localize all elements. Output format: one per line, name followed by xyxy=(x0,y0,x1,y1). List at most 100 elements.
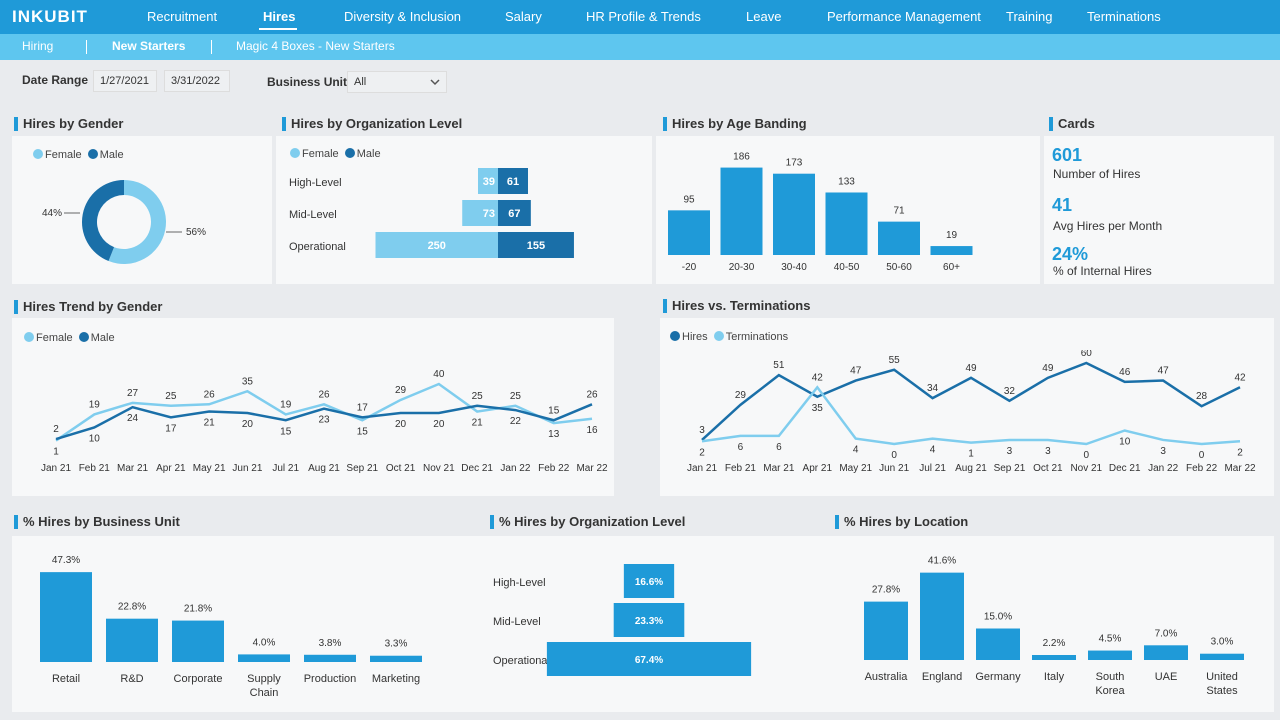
bar-value: 41.6% xyxy=(928,556,956,567)
bar xyxy=(864,601,908,660)
bar xyxy=(304,654,356,662)
legend-dot xyxy=(24,332,34,342)
bar-category: UAE xyxy=(1155,671,1178,683)
data-label-hires: 47 xyxy=(1158,366,1170,377)
data-label-hires: 42 xyxy=(1234,372,1246,383)
data-label-male: 26 xyxy=(586,389,598,400)
org-level-chart: High-Level 39 61 Mid-Level 73 67 Operational 25… xyxy=(289,168,574,258)
age-value: 19 xyxy=(946,230,958,241)
data-label-terminations: 2 xyxy=(699,447,705,458)
card-avg-label: Avg Hires per Month xyxy=(1053,219,1163,233)
subnav-new-starters[interactable]: New Starters xyxy=(112,39,186,53)
data-label-female: 27 xyxy=(127,388,139,399)
x-tick-label: Jan 21 xyxy=(41,463,71,474)
data-label-hires: 55 xyxy=(889,355,901,366)
date-range-label: Date Range xyxy=(22,73,89,87)
bar xyxy=(172,620,224,662)
data-label-male: 22 xyxy=(510,416,522,427)
age-bar xyxy=(668,210,710,255)
x-tick-label: Mar 21 xyxy=(763,463,795,474)
bar-category: Supply xyxy=(247,673,281,685)
bar-value: 15.0% xyxy=(984,612,1012,623)
nav-hires[interactable]: Hires xyxy=(263,9,296,24)
bar xyxy=(1088,650,1132,660)
data-label-terminations: 6 xyxy=(776,442,782,453)
bar-value: 4.5% xyxy=(1099,634,1122,645)
nav-recruitment[interactable]: Recruitment xyxy=(147,9,218,24)
nav-salary[interactable]: Salary xyxy=(505,9,542,24)
bar-category: Korea xyxy=(1095,685,1125,697)
legend-female: Female xyxy=(302,148,339,160)
bar-value: 47.3% xyxy=(52,555,80,566)
org-pct-bar xyxy=(613,603,685,637)
vs-legend: Hires Terminations xyxy=(670,331,788,343)
bar xyxy=(1200,653,1244,660)
data-label-female: 25 xyxy=(165,391,177,402)
org-level-title: Hires by Organization Level xyxy=(282,117,462,131)
sub-nav: Hiring New Starters Magic 4 Boxes - New … xyxy=(0,34,1280,60)
legend-dot xyxy=(713,331,724,341)
bar-category: Chain xyxy=(250,687,279,699)
data-label-terminations: 4 xyxy=(930,445,936,456)
org-pct-title: % Hires by Organization Level xyxy=(490,515,685,529)
x-tick-label: Jan 22 xyxy=(500,463,530,474)
age-category: 20-30 xyxy=(729,262,755,273)
vs-panel xyxy=(660,318,1274,496)
x-tick-label: Oct 21 xyxy=(1033,463,1063,474)
bar-value: 21.8% xyxy=(184,604,212,615)
legend-male: Male xyxy=(99,149,124,161)
card-hires-value: 601 xyxy=(1052,145,1083,165)
org-pct-value: 16.6% xyxy=(635,577,663,588)
data-label-female: 19 xyxy=(280,399,292,410)
trend-title: Hires Trend by Gender xyxy=(14,300,162,314)
org-female-value: 39 xyxy=(483,176,495,188)
x-tick-label: Mar 22 xyxy=(576,463,608,474)
data-label-female: 15 xyxy=(357,426,369,437)
data-label-female: 19 xyxy=(89,399,101,410)
subnav-magic-4-boxes[interactable]: Magic 4 Boxes - New Starters xyxy=(236,39,395,53)
nav-terminations[interactable]: Terminations xyxy=(1087,9,1161,24)
data-label-hires: 49 xyxy=(965,363,977,374)
data-label-male: 23 xyxy=(318,415,330,426)
age-value: 133 xyxy=(838,176,855,187)
bar xyxy=(1032,655,1076,660)
data-label-male: 15 xyxy=(280,426,292,437)
data-label-female: 1 xyxy=(53,447,59,458)
x-tick-label: May 21 xyxy=(839,463,872,474)
data-label-hires: 3 xyxy=(699,425,705,436)
org-level-label: High-Level xyxy=(289,177,342,189)
date-to-input[interactable]: 3/31/2022 xyxy=(164,70,230,92)
donut-slice-male xyxy=(81,180,124,262)
donut-label-female: 56% xyxy=(186,227,206,238)
location-title: % Hires by Location xyxy=(835,515,968,529)
date-from-input[interactable]: 1/27/2021 xyxy=(93,70,157,92)
subnav-divider xyxy=(86,40,87,54)
bar-value: 3.3% xyxy=(385,639,408,650)
data-label-female: 25 xyxy=(510,391,522,402)
filter-bar: Date Range 1/27/2021 3/31/2022 Business … xyxy=(0,60,1280,104)
data-label-hires: 32 xyxy=(1004,386,1016,397)
age-title: Hires by Age Banding xyxy=(663,117,807,131)
data-label-hires: 51 xyxy=(773,360,785,371)
x-tick-label: Feb 21 xyxy=(79,463,111,474)
data-label-terminations: 4 xyxy=(853,445,859,456)
org-level-label: Mid-Level xyxy=(289,209,337,221)
legend-dot xyxy=(670,331,680,341)
data-label-male: 17 xyxy=(165,423,177,434)
data-label-female: 13 xyxy=(548,429,560,440)
data-label-male: 25 xyxy=(472,391,484,402)
age-category: 50-60 xyxy=(886,262,912,273)
org-male-value: 67 xyxy=(508,208,520,220)
nav-leave[interactable]: Leave xyxy=(746,9,782,24)
location-chart: 27.8% Australia 41.6% England 15.0% Germany 2.… xyxy=(864,556,1244,697)
nav-diversity[interactable]: Diversity & Inclusion xyxy=(344,9,462,24)
data-label-hires: 28 xyxy=(1196,391,1208,402)
subnav-hiring[interactable]: Hiring xyxy=(22,39,54,53)
business-unit-select[interactable]: All xyxy=(347,71,447,93)
nav-training[interactable]: Training xyxy=(1006,9,1053,24)
nav-performance[interactable]: Performance Management xyxy=(827,9,981,24)
nav-hr-profile[interactable]: HR Profile & Trends xyxy=(586,9,701,24)
data-label-terminations: 10 xyxy=(1119,437,1131,448)
data-label-male: 17 xyxy=(357,402,369,413)
data-label-male: 15 xyxy=(548,405,560,416)
